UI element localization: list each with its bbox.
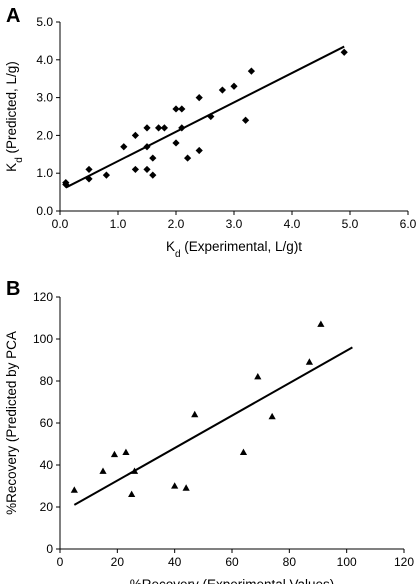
chart-b-data-point bbox=[128, 490, 136, 497]
chart-a-y-tick-label: 1.0 bbox=[36, 166, 53, 180]
chart-b-x-tick-label: 40 bbox=[168, 555, 182, 569]
chart-b: 0 20 40 60 80 100 120 0 20 40 60 80 100 120 %Recovery … bbox=[4, 290, 414, 584]
chart-a-data-point bbox=[155, 124, 163, 132]
chart-b-data-point bbox=[268, 412, 276, 420]
chart-a-data-point bbox=[207, 112, 215, 121]
chart-a-y-tick-label: 3.0 bbox=[36, 91, 53, 105]
chart-a-data-point bbox=[131, 131, 139, 139]
chart-b-data-point bbox=[182, 484, 190, 491]
chart-a-y-tick-label: 5.0 bbox=[36, 15, 53, 29]
chart-b-x-tick-label: 20 bbox=[111, 555, 125, 569]
chart-b-x-tick-label: 60 bbox=[225, 555, 239, 569]
panel-a-label: A bbox=[6, 5, 20, 27]
chart-b-y-tick-label: 20 bbox=[40, 500, 54, 514]
chart-a-data-point bbox=[143, 124, 151, 132]
chart-a-y-tick-label: 0.0 bbox=[36, 204, 53, 218]
chart-b-data-point bbox=[317, 320, 325, 327]
chart-a-data-point bbox=[195, 94, 203, 102]
chart-b-x-tick-label: 80 bbox=[283, 555, 297, 569]
chart-b-data-point bbox=[305, 358, 313, 365]
chart-a-data-point bbox=[143, 143, 151, 151]
chart-a-data-point bbox=[242, 116, 250, 124]
chart-a-data-point bbox=[160, 124, 168, 132]
chart-b-data-point bbox=[110, 450, 119, 458]
chart-a-y-tick-label: 2.0 bbox=[36, 128, 53, 142]
chart-b-y-axis-title: %Recovery (Predicted by PCA bbox=[4, 331, 19, 515]
chart-a-data-point bbox=[143, 165, 151, 174]
chart-a-data-point bbox=[172, 139, 180, 147]
chart-b-trendline bbox=[73, 346, 353, 506]
chart-b-data-point bbox=[239, 448, 248, 455]
chart-a: 0.0 1.0 2.0 3.0 4.0 5.0 6.0 0.0 1.0 2.0 3.0 4.0 5.0 K… bbox=[4, 15, 417, 260]
chart-a-data-point bbox=[178, 105, 186, 113]
chart-a-y-tick-label: 4.0 bbox=[36, 53, 53, 67]
chart-a-trendline bbox=[65, 45, 345, 189]
chart-b-y-tick-label: 40 bbox=[40, 458, 54, 472]
chart-b-data-point bbox=[191, 410, 199, 418]
chart-a-data-point bbox=[149, 154, 157, 162]
chart-b-y-tick-label: 80 bbox=[40, 374, 54, 388]
chart-b-data-point bbox=[171, 482, 179, 489]
chart-b-y-tick-label: 120 bbox=[33, 290, 53, 304]
chart-a-data-point bbox=[184, 154, 192, 162]
chart-a-data-point bbox=[149, 171, 157, 179]
chart-a-x-tick-label: 0.0 bbox=[52, 217, 69, 231]
chart-a-data-point bbox=[195, 146, 203, 155]
chart-a-x-axis-title: Kd (Experimental, L/g)t bbox=[166, 239, 302, 260]
chart-b-y-tick-label: 0 bbox=[46, 542, 53, 556]
chart-b-data-point bbox=[122, 448, 130, 455]
chart-a-data-point bbox=[340, 48, 348, 56]
chart-b-data-point bbox=[70, 486, 78, 493]
chart-b-y-tick-label: 60 bbox=[40, 416, 54, 430]
chart-b-x-tick-label: 120 bbox=[394, 555, 414, 569]
chart-a-data-point bbox=[230, 82, 238, 90]
chart-a-data-point bbox=[85, 165, 93, 174]
chart-a-y-axis-title: Kd (Predicted, L/g) bbox=[4, 61, 25, 172]
chart-b-data-point bbox=[254, 373, 262, 380]
chart-a-data-point bbox=[120, 143, 128, 151]
chart-a-data-point bbox=[178, 124, 186, 132]
chart-b-x-axis-title: %Recovery (Experimental Values) bbox=[130, 577, 335, 584]
chart-a-x-tick-label: 1.0 bbox=[110, 217, 127, 231]
chart-a-data-point bbox=[172, 105, 180, 113]
chart-a-data-point bbox=[247, 67, 255, 75]
chart-a-data-point bbox=[131, 165, 139, 174]
chart-a-x-tick-label: 6.0 bbox=[400, 217, 417, 231]
chart-a-data-point bbox=[102, 171, 110, 179]
chart-a-x-tick-label: 4.0 bbox=[284, 217, 301, 231]
chart-a-x-tick-label: 3.0 bbox=[226, 217, 243, 231]
chart-a-data-point bbox=[62, 180, 70, 189]
chart-a-data-point bbox=[218, 86, 226, 94]
chart-b-data-point bbox=[130, 467, 139, 474]
chart-b-data-point bbox=[99, 467, 107, 474]
chart-a-data-point bbox=[85, 175, 93, 183]
chart-b-x-tick-label: 0 bbox=[57, 555, 64, 569]
chart-a-x-tick-label: 5.0 bbox=[342, 217, 359, 231]
panel-b-label: B bbox=[6, 278, 20, 300]
chart-a-x-tick-label: 2.0 bbox=[168, 217, 185, 231]
chart-b-x-tick-label: 100 bbox=[337, 555, 357, 569]
chart-b-y-tick-label: 100 bbox=[33, 332, 53, 346]
